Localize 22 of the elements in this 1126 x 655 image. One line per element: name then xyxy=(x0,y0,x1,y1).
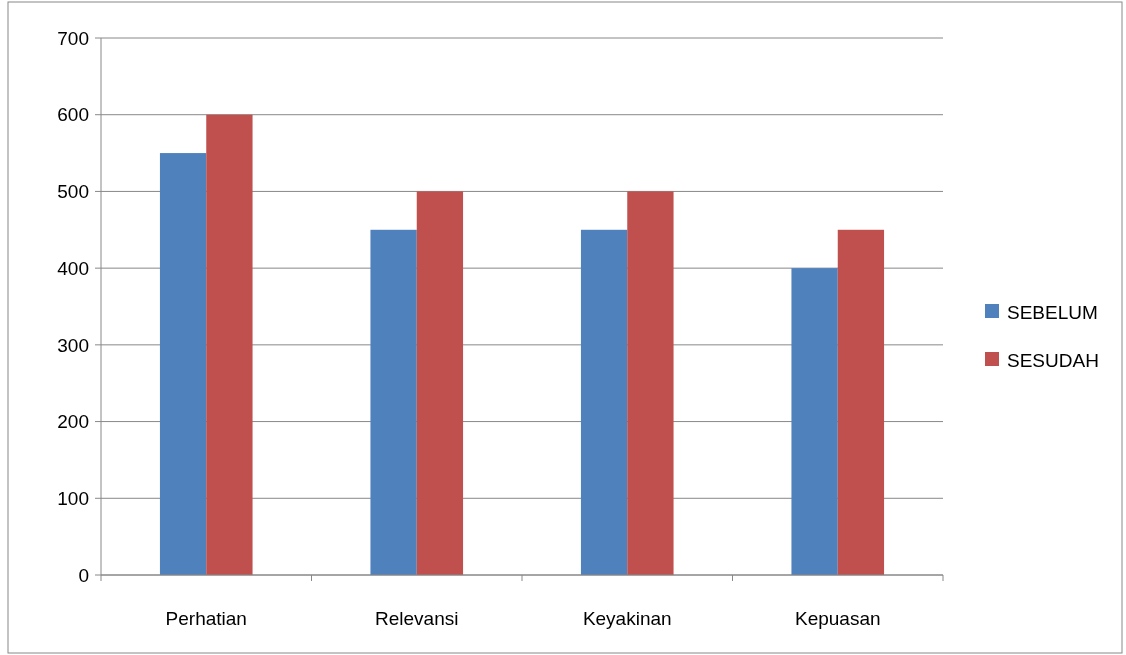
x-tick-label: Perhatian xyxy=(165,608,247,629)
x-tick-label: Kepuasan xyxy=(794,608,881,629)
bar xyxy=(837,229,885,575)
bar xyxy=(580,229,628,575)
x-tick-label: Relevansi xyxy=(375,608,459,629)
y-tick-label: 700 xyxy=(57,27,89,49)
legend-label: SEBELUM xyxy=(1007,301,1098,323)
y-tick-label: 0 xyxy=(78,564,89,586)
y-tick-label: 200 xyxy=(57,411,89,433)
bar xyxy=(370,229,417,575)
y-tick-label: 300 xyxy=(57,334,89,356)
y-tick-label: 400 xyxy=(57,257,89,279)
x-tick-label: Keyakinan xyxy=(582,608,672,629)
y-tick-label: 500 xyxy=(57,181,89,203)
bar xyxy=(159,153,207,575)
bar xyxy=(627,191,674,575)
bar xyxy=(791,268,838,575)
bar xyxy=(206,114,253,575)
bar xyxy=(416,191,464,575)
legend-label: SESUDAH xyxy=(1007,349,1099,371)
y-tick-label: 600 xyxy=(57,104,89,126)
y-tick-label: 100 xyxy=(57,487,89,509)
